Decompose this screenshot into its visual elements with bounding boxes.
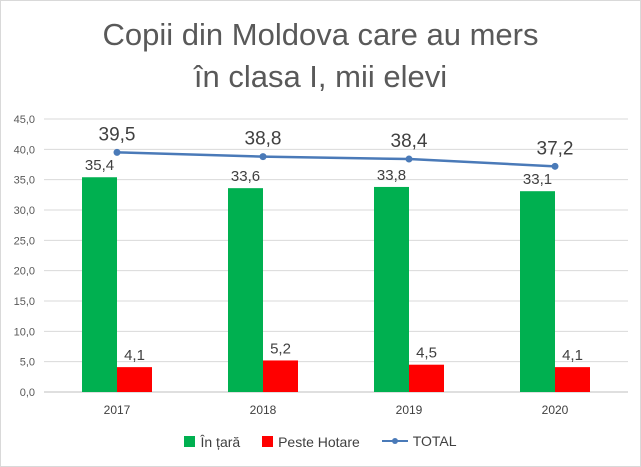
legend-swatch-green	[184, 436, 196, 447]
legend-label-total: TOTAL	[412, 433, 457, 449]
bar-peste-hotare	[409, 364, 444, 392]
legend-item-peste-hotare: Peste Hotare	[262, 434, 360, 450]
y-tick-label: 10,0	[14, 326, 35, 338]
chart-title-line-2: în clasa I, mii elevi	[193, 59, 448, 94]
y-tick-label: 35,0	[14, 175, 35, 187]
total-line	[113, 148, 559, 170]
chart-title-line-1: Copii din Moldova care au mers	[102, 17, 539, 52]
data-label: 4,5	[416, 345, 437, 362]
y-axis-ticks: 0,0 5,0 10,0 15,0 20,0 25,0 30,0 35,0 40,0 45,0	[14, 114, 35, 399]
data-label: 4,1	[562, 347, 583, 364]
bar-peste-hotare	[263, 360, 298, 392]
legend: În țară Peste Hotare TOTAL	[0, 433, 641, 450]
bar-peste-hotare	[117, 367, 152, 392]
x-tick-label: 2019	[396, 403, 423, 417]
x-tick-label: 2017	[104, 403, 131, 417]
y-tick-label: 45,0	[14, 114, 35, 126]
total-point	[113, 148, 121, 156]
total-data-label: 38,8	[245, 129, 282, 150]
y-tick-label: 30,0	[14, 205, 35, 217]
bar-in-tara	[228, 188, 263, 392]
y-tick-label: 25,0	[14, 235, 35, 247]
total-data-label: 39,5	[99, 124, 136, 145]
total-line-path	[116, 151, 556, 168]
y-tick-label: 15,0	[14, 296, 35, 308]
total-point	[259, 153, 267, 161]
data-label: 35,4	[85, 157, 114, 174]
total-data-label: 38,4	[391, 131, 428, 152]
y-tick-label: 5,0	[20, 357, 35, 369]
bars	[82, 177, 590, 392]
data-label: 33,8	[377, 167, 406, 184]
data-label: 33,1	[523, 171, 552, 188]
total-point	[405, 155, 413, 163]
total-point	[551, 162, 559, 170]
plot-area: 0,0 5,0 10,0 15,0 20,0 25,0 30,0 35,0 40,0 45,0 3…	[14, 114, 628, 417]
data-label: 33,6	[231, 168, 260, 185]
y-tick-label: 0,0	[20, 387, 35, 399]
bar-peste-hotare	[555, 367, 590, 392]
legend-swatch-red	[262, 436, 274, 447]
data-label: 4,1	[124, 347, 145, 364]
x-axis-ticks: 2017 2018 2019 2020	[104, 403, 569, 417]
total-data-label: 37,2	[537, 138, 574, 159]
y-tick-label: 40,0	[14, 144, 35, 156]
legend-label-in-tara: În țară	[200, 433, 241, 450]
data-labels: 35,4 4,1 33,6 5,2 33,8 4,5 33,1 4,1 39,5 38,8 38,4…	[85, 124, 583, 364]
bar-in-tara	[520, 191, 555, 392]
legend-item-total: TOTAL	[381, 433, 457, 449]
legend-line-marker	[381, 435, 408, 447]
legend-item-in-tara: În țară	[184, 434, 240, 450]
legend-label-peste-hotare: Peste Hotare	[278, 433, 360, 450]
chart-title: Copii din Moldova care au mers în clasa …	[0, 14, 641, 98]
bar-in-tara	[82, 177, 117, 392]
data-label: 5,2	[270, 340, 291, 357]
y-tick-label: 20,0	[14, 266, 35, 278]
x-tick-label: 2018	[250, 403, 277, 417]
x-tick-label: 2020	[542, 403, 569, 417]
bar-in-tara	[374, 186, 409, 392]
